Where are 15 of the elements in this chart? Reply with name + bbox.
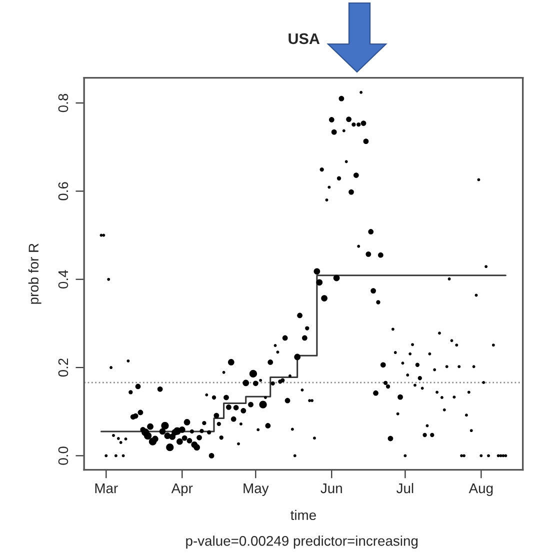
x-axis-title: time [290,510,316,520]
y-tick-label: 0.8 [58,94,68,112]
text: p-value=0.00249 predictor=increasing [186,536,418,549]
x-tick-label: May [244,484,269,496]
y-tick-label: 0.0 [58,446,68,465]
y-axis-title: prob for R [28,244,42,304]
text: USA [288,33,320,44]
x-tick-label: Jun [320,484,342,494]
x-tick-label: Jul [396,483,414,494]
y-tick-label: 0.6 [58,182,68,200]
x-tick-label: Mar [95,484,118,494]
y-tick-label: 0.2 [58,358,68,377]
x-tick-label: Aug [468,484,493,496]
x-tick-label: Apr [171,484,193,496]
y-tick-label: 0.4 [58,270,68,288]
